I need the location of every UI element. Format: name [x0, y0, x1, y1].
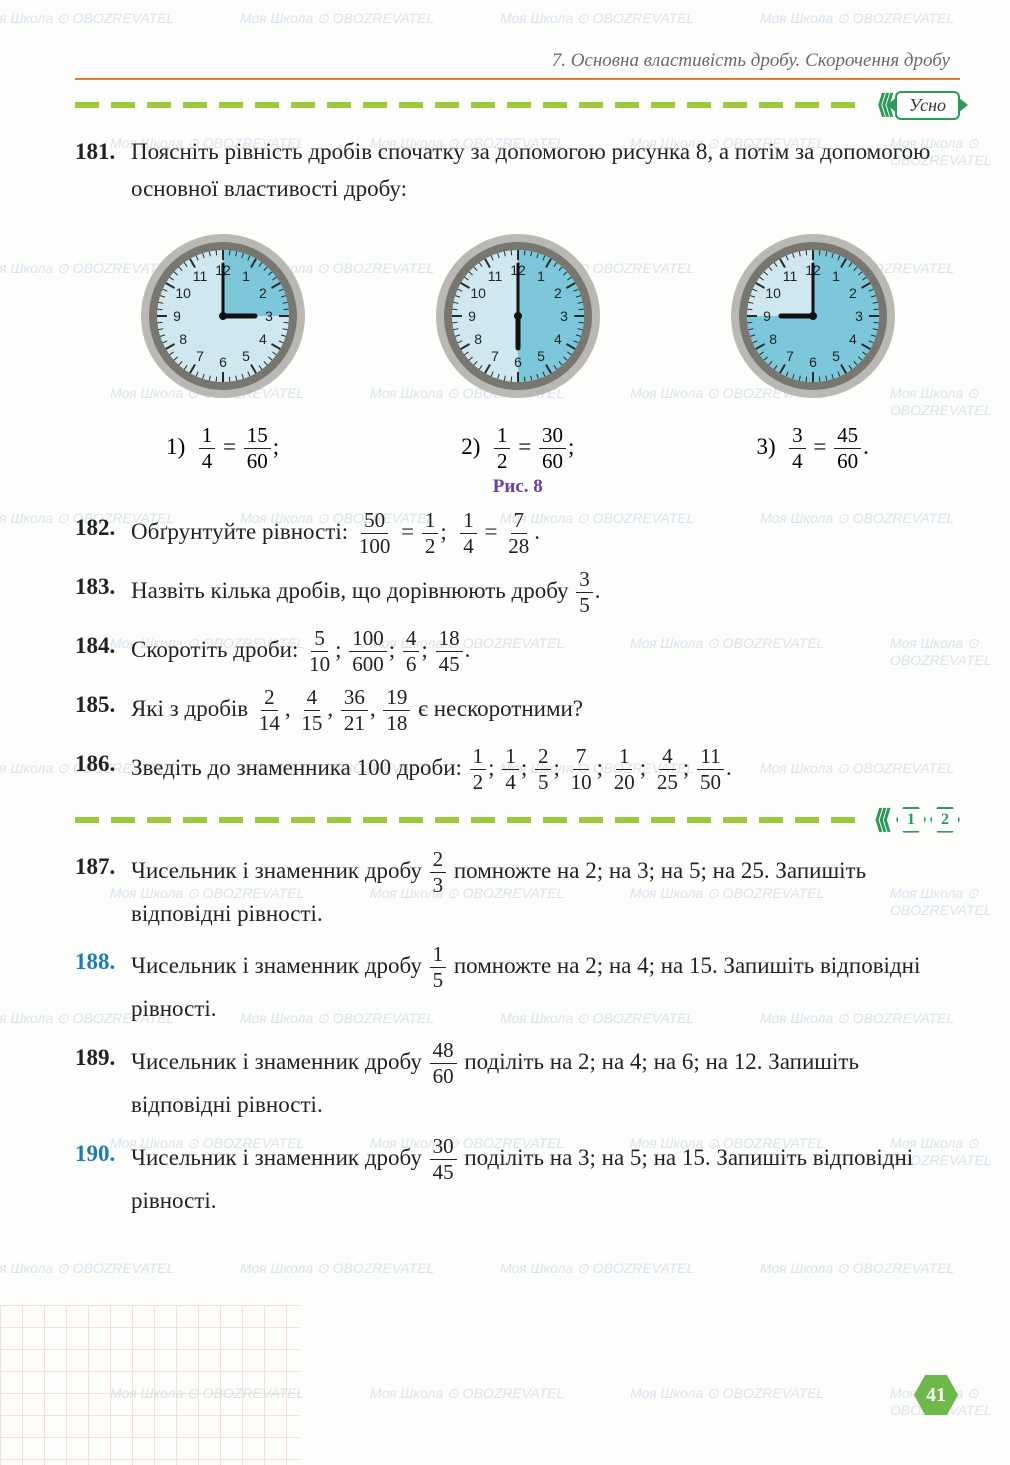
- grid-decoration: [0, 1305, 300, 1465]
- svg-text:8: 8: [474, 331, 482, 347]
- svg-text:11: 11: [487, 268, 502, 284]
- section-divider-levels: ⟨⟨⟨ 1 2: [75, 805, 960, 835]
- problem-189: 189. Чисельник і знаменник дробу 4860 по…: [75, 1040, 960, 1124]
- problem-number: 182.: [75, 510, 131, 557]
- svg-text:2: 2: [258, 285, 266, 301]
- problem-number: 181.: [75, 134, 131, 208]
- problem-body: Які з дробів 214, 415, 3621, 1918 є неск…: [131, 687, 960, 734]
- section-divider-usno: ⟨⟨⟨ Усно: [75, 90, 960, 120]
- problem-number: 186.: [75, 746, 131, 793]
- problem-body: Чисельник і знаменник дробу 23 помножте …: [131, 849, 960, 933]
- problem-183: 183. Назвіть кілька дробів, що дорівнюют…: [75, 569, 960, 616]
- page-content: 7. Основна властивість дробу. Скорочення…: [0, 0, 1010, 1282]
- problem-number: 189.: [75, 1040, 131, 1124]
- svg-text:4: 4: [258, 331, 266, 347]
- dashed-line: [75, 102, 866, 108]
- eq-2: 2) 12 = 3060; Рис. 8: [461, 425, 574, 498]
- page-number: 41: [914, 1375, 958, 1415]
- svg-text:9: 9: [763, 308, 771, 324]
- level-2-badge: 2: [930, 807, 960, 833]
- svg-text:4: 4: [553, 331, 561, 347]
- svg-text:10: 10: [765, 285, 781, 301]
- clock-3: 123456789101112: [723, 226, 903, 406]
- eq-3: 3) 34 = 4560.: [756, 425, 868, 498]
- svg-text:9: 9: [173, 308, 181, 324]
- svg-text:1: 1: [242, 268, 250, 284]
- problem-181: 181. Поясніть рівність дробів спочатку з…: [75, 134, 960, 208]
- svg-text:11: 11: [192, 268, 207, 284]
- problem-body: Чисельник і знаменник дробу 15 помножте …: [131, 944, 960, 1028]
- svg-text:1: 1: [537, 268, 545, 284]
- problem-number: 187.: [75, 849, 131, 933]
- svg-text:8: 8: [179, 331, 187, 347]
- problem-190: 190. Чисельник і знаменник дробу 3045 по…: [75, 1136, 960, 1220]
- problem-number: 183.: [75, 569, 131, 616]
- problem-185: 185. Які з дробів 214, 415, 3621, 1918 є…: [75, 687, 960, 734]
- chevrons-icon: ⟨⟨⟨: [874, 805, 886, 835]
- problem-body: Поясніть рівність дробів спочатку за доп…: [131, 134, 960, 208]
- header-rule: [75, 78, 960, 80]
- svg-text:6: 6: [514, 354, 522, 370]
- problem-number: 184.: [75, 628, 131, 675]
- svg-text:3: 3: [855, 308, 863, 324]
- usno-badge: Усно: [895, 91, 960, 120]
- problem-body: Обґрунтуйте рівності: 50100 = 12; 14 = 7…: [131, 510, 960, 557]
- svg-text:3: 3: [560, 308, 568, 324]
- clock-1: 123456789101112: [133, 226, 313, 406]
- svg-text:1: 1: [832, 268, 840, 284]
- clock-2: 123456789101112: [428, 226, 608, 406]
- svg-text:6: 6: [809, 354, 817, 370]
- problem-184: 184. Скоротіть дроби: 510; 100600; 46; 1…: [75, 628, 960, 675]
- svg-text:11: 11: [782, 268, 797, 284]
- problem-number: 188.: [75, 944, 131, 1028]
- problem-body: Чисельник і знаменник дробу 3045 поділіт…: [131, 1136, 960, 1220]
- chapter-title: 7. Основна властивість дробу. Скорочення…: [75, 50, 960, 72]
- svg-text:10: 10: [470, 285, 486, 301]
- svg-text:6: 6: [219, 354, 227, 370]
- svg-text:2: 2: [553, 285, 561, 301]
- problem-186: 186. Зведіть до знаменника 100 дроби: 12…: [75, 746, 960, 793]
- dashed-line: [75, 817, 864, 823]
- svg-text:7: 7: [786, 347, 794, 363]
- svg-text:8: 8: [769, 331, 777, 347]
- clocks-row: 123456789101112 123456789101112 12345678…: [75, 226, 960, 411]
- svg-text:7: 7: [491, 347, 499, 363]
- svg-text:7: 7: [196, 347, 204, 363]
- figure-label: Рис. 8: [461, 476, 574, 498]
- problem-188: 188. Чисельник і знаменник дробу 15 помн…: [75, 944, 960, 1028]
- eq-1: 1) 14 = 1560;: [166, 425, 279, 498]
- svg-text:9: 9: [468, 308, 476, 324]
- problem-body: Чисельник і знаменник дробу 4860 поділіт…: [131, 1040, 960, 1124]
- equations-181: 1) 14 = 1560; 2) 12 = 3060; Рис. 8 3) 34…: [75, 425, 960, 498]
- problem-body: Зведіть до знаменника 100 дроби: 12; 14;…: [131, 746, 960, 793]
- svg-text:10: 10: [175, 285, 191, 301]
- svg-text:5: 5: [537, 347, 545, 363]
- level-1-badge: 1: [896, 807, 926, 833]
- problem-number: 190.: [75, 1136, 131, 1220]
- problem-182: 182. Обґрунтуйте рівності: 50100 = 12; 1…: [75, 510, 960, 557]
- problem-187: 187. Чисельник і знаменник дробу 23 помн…: [75, 849, 960, 933]
- problem-body: Назвіть кілька дробів, що дорівнюють дро…: [131, 569, 960, 616]
- problem-body: Скоротіть дроби: 510; 100600; 46; 1845.: [131, 628, 960, 675]
- svg-text:4: 4: [848, 331, 856, 347]
- svg-text:3: 3: [265, 308, 273, 324]
- svg-text:5: 5: [242, 347, 250, 363]
- svg-text:2: 2: [848, 285, 856, 301]
- problem-number: 185.: [75, 687, 131, 734]
- svg-text:5: 5: [832, 347, 840, 363]
